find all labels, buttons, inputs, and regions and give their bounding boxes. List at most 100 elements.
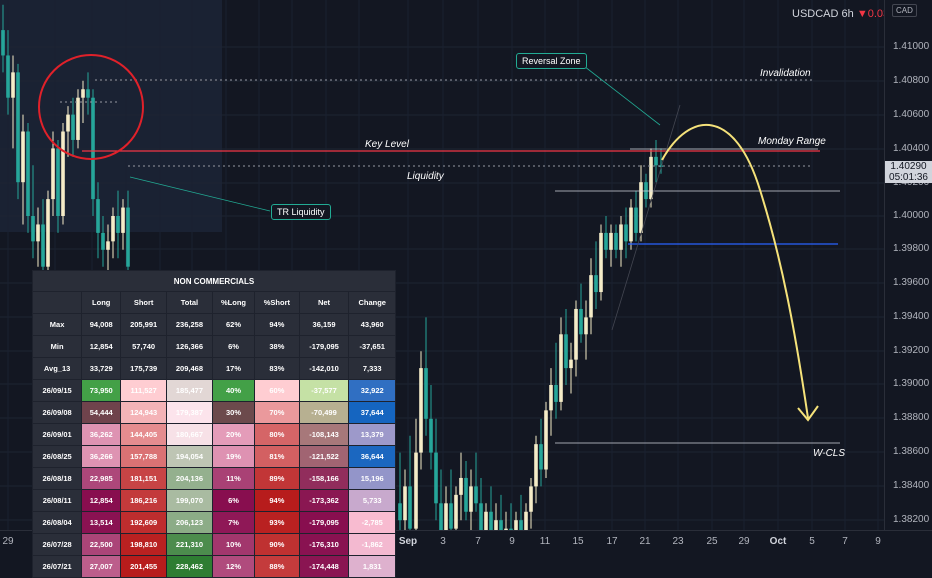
candle-body [429,418,433,453]
candle-body [559,334,563,402]
candle-body [624,224,628,242]
candle-body [419,368,423,453]
candle-body [51,148,55,200]
cot-cell: 12% [211,555,256,578]
cot-date-cell: 26/09/01 [31,423,83,446]
candle-body [464,477,468,512]
cot-cell: -2,785 [348,511,396,534]
cot-cell: 94% [254,313,300,336]
cot-cell: 33,729 [81,357,122,380]
candle-body [519,520,523,530]
candle-body [86,89,90,98]
cot-data-row: 26/08/18 22,985 181,151 204,136 11% 89% -158,1… [31,467,396,490]
cot-cell: Min [31,335,83,358]
cot-cell: 11% [211,467,256,490]
cot-cell: 93% [254,511,300,534]
cot-cell: 22,985 [81,467,122,490]
cot-cell: 221,310 [166,533,213,556]
current-price-tag: 1.40290 05:01:36 [885,161,932,183]
time-tick: 25 [706,536,718,547]
cot-column-header: Long [81,291,122,314]
cot-cell: 17% [211,357,256,380]
cot-column-header: Total [166,291,213,314]
price-tick: 1.40400 [893,143,930,154]
candle-body [489,511,493,530]
cot-date-cell: 26/09/08 [31,401,83,424]
cot-cell: 194,054 [166,445,213,468]
candle-body [554,385,558,402]
cot-cell: 185,477 [166,379,213,402]
price-tick: 1.39200 [893,345,930,356]
cot-cell: 209,468 [166,357,213,380]
price-axis[interactable]: 1.410001.408001.406001.404001.402001.400… [884,0,932,530]
cot-cell: 201,455 [120,555,168,578]
cot-cell: 111,527 [120,379,168,402]
price-tick: 1.38200 [893,514,930,525]
cot-data-row: 26/08/04 13,514 192,609 206,123 7% 93% -179,09… [31,511,396,534]
cot-cell: 179,387 [166,401,213,424]
cot-data-row: 26/09/15 73,950 111,527 185,477 40% 60% -37,57… [31,379,396,402]
cot-cell: 205,991 [120,313,168,336]
cot-date-cell: 26/08/04 [31,511,83,534]
price-tick: 1.39400 [893,311,930,322]
candle-body [649,156,653,200]
candle-body [41,224,45,267]
cot-cell: Max [31,313,83,336]
cot-cell: 13,514 [81,511,122,534]
candle-body [509,528,513,530]
candle-body [594,275,598,293]
cot-cell: 7% [211,511,256,534]
cot-cell: 10% [211,533,256,556]
time-tick: Oct [769,536,787,547]
cot-cell: 228,462 [166,555,213,578]
candle-body [599,232,603,293]
w-cls-label: W-CLS [813,448,846,459]
time-tick: 7 [842,536,848,547]
time-tick: 29 [738,536,750,547]
candle-body [454,494,458,529]
time-tick: Sep [398,536,418,547]
price-tick: 1.38600 [893,446,930,457]
cot-data-row: 26/09/01 36,262 144,405 180,667 20% 80% -108,1… [31,423,396,446]
cot-cell: -179,095 [298,335,350,358]
candle-body [439,503,443,530]
cot-cell: 32,922 [348,379,396,402]
cot-cell: 80% [254,423,300,446]
cot-cell: 83% [254,357,300,380]
candle-body [604,232,608,250]
cot-cell: 192,609 [120,511,168,534]
price-tick: 1.38400 [893,480,930,491]
time-tick: 7 [475,536,481,547]
candle-body [474,486,478,504]
candle-body [424,368,428,419]
cot-column-header: Change [348,291,396,314]
candle-body [56,148,60,216]
cot-cell: 73,950 [81,379,122,402]
cot-cell: 124,943 [120,401,168,424]
cot-cell: 38% [254,335,300,358]
candle-body [408,486,412,529]
time-tick: 11 [539,536,551,547]
candle-body [101,232,105,250]
candlestick-series [1,4,663,530]
cot-cell: 12,854 [81,489,122,512]
candle-body [1,30,5,56]
currency-badge[interactable]: CAD [892,4,917,17]
candle-body [6,55,10,98]
reversal-zone-callout[interactable]: Reversal Zone [516,53,587,69]
symbol-name: USDCAD 6h [792,8,854,20]
cot-cell: 20% [211,423,256,446]
cot-date-cell: 26/08/25 [31,445,83,468]
cot-cell: -70,499 [298,401,350,424]
cot-stat-row: Avg_13 33,729 175,739 209,468 17% 83% -142,010… [31,357,396,380]
cot-cell: 88% [254,555,300,578]
price-tick: 1.41000 [893,41,930,52]
cot-cell: -108,143 [298,423,350,446]
cot-cell: 37,644 [348,401,396,424]
tr-liquidity-callout[interactable]: TR Liquidity [271,204,331,220]
cot-cell: 181,151 [120,467,168,490]
candle-body [504,528,508,530]
candle-body [126,207,130,267]
candle-body [659,165,663,167]
time-tick: 17 [606,536,618,547]
